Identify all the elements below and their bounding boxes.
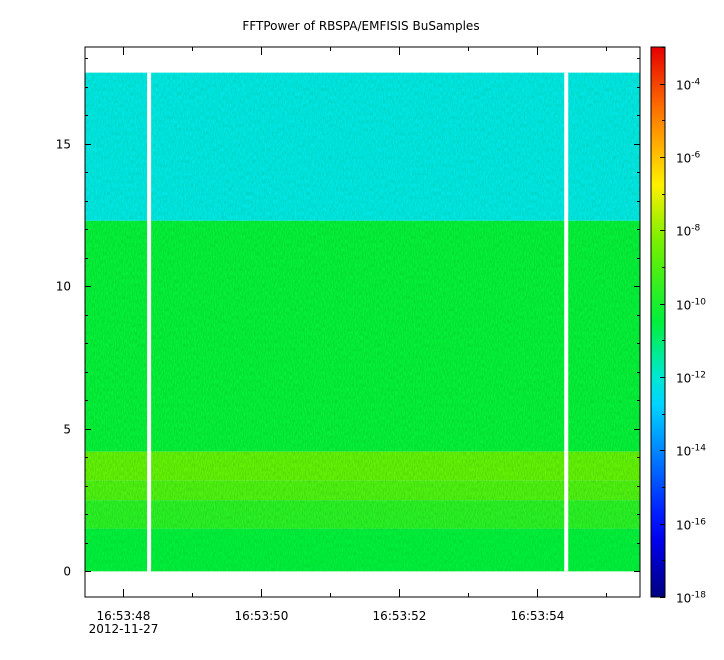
plot-frame <box>84 46 641 598</box>
x-tick-label: 16:53:48 <box>97 609 151 623</box>
y-tick-label: 15 <box>56 138 71 152</box>
colorbar-tick-label: 10-12 <box>676 371 706 386</box>
data-gap <box>147 72 152 572</box>
x-tick-label: 16:53:54 <box>511 609 565 623</box>
data-gap <box>564 72 569 572</box>
x-tick-date-label: 2012-11-27 <box>89 622 159 636</box>
colorbar-tick-label: 10-16 <box>676 518 706 533</box>
colorbar-tick-label: 10-18 <box>676 591 706 606</box>
x-tick-label: 16:53:50 <box>235 609 289 623</box>
colorbar-tick-label: 10-10 <box>676 298 706 313</box>
spectrogram-texture <box>85 72 640 572</box>
colorbar: 10-4 10-6 10-8 10-10 10-12 10-14 10-16 10-18 <box>650 46 706 606</box>
colorbar-tick-label: 10-4 <box>676 78 701 93</box>
colorbar-tick-label: 10-6 <box>676 151 701 166</box>
plot-area <box>85 72 640 572</box>
y-tick-label: 0 <box>63 565 71 579</box>
colorbar-scale <box>650 46 666 598</box>
chart-title: FFTPower of RBSPA/EMFISIS BuSamples <box>242 19 479 33</box>
y-tick-label: 10 <box>56 280 71 294</box>
x-tick-label: 16:53:52 <box>373 609 427 623</box>
colorbar-tick-label: 10-8 <box>676 224 701 239</box>
y-tick-label: 5 <box>63 423 71 437</box>
colorbar-tick-label: 10-14 <box>676 444 706 459</box>
